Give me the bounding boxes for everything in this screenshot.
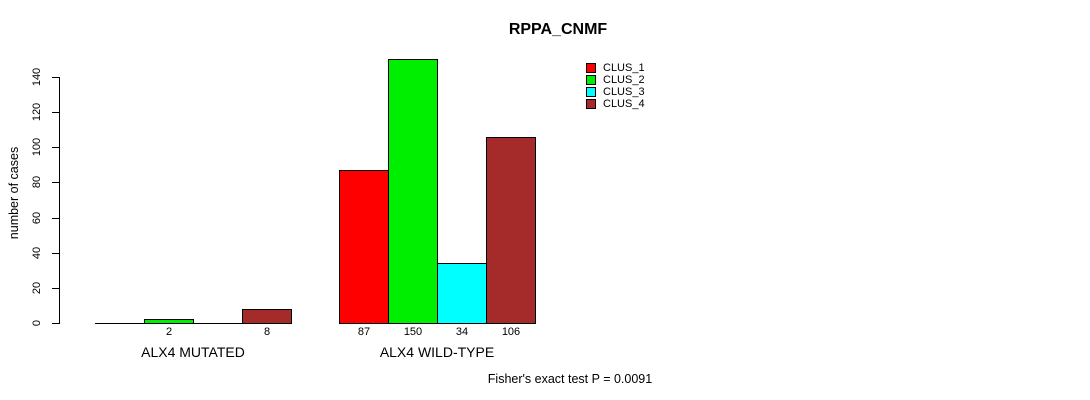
legend-label: CLUS_2 (603, 74, 645, 86)
y-tick (52, 288, 59, 289)
y-tick (52, 323, 59, 324)
y-tick (52, 147, 59, 148)
bar (339, 170, 389, 324)
bar-value-label: 150 (403, 326, 423, 338)
y-tick-label: 40 (31, 246, 43, 260)
y-tick-label: 120 (31, 102, 43, 122)
chart-title: RPPA_CNMF (508, 21, 608, 38)
y-tick-label: 60 (31, 211, 43, 225)
legend-swatch (586, 63, 596, 73)
legend: CLUS_1 CLUS_2 CLUS_3 CLUS_4 (586, 62, 645, 110)
y-tick-label: 20 (31, 281, 43, 295)
bar (242, 309, 292, 324)
y-tick-label: 100 (31, 137, 43, 157)
legend-label: CLUS_1 (603, 62, 645, 74)
legend-swatch (586, 75, 596, 85)
bar (486, 137, 536, 324)
y-tick (52, 77, 59, 78)
legend-item: CLUS_4 (586, 98, 645, 110)
legend-item: CLUS_1 (586, 62, 645, 74)
legend-swatch (586, 99, 596, 109)
y-axis-line (59, 77, 60, 324)
group-label: ALX4 MUTATED (141, 344, 245, 360)
bar-value-label: 87 (357, 326, 371, 338)
bar-value-label: 34 (455, 326, 469, 338)
y-tick-label: 0 (31, 319, 43, 327)
group-label: ALX4 WILD-TYPE (379, 344, 495, 360)
legend-item: CLUS_3 (586, 86, 645, 98)
y-tick (52, 253, 59, 254)
legend-label: CLUS_4 (603, 98, 645, 110)
bar (144, 319, 194, 324)
y-tick-label: 80 (31, 175, 43, 189)
y-tick (52, 182, 59, 183)
y-tick (52, 112, 59, 113)
legend-swatch (586, 87, 596, 97)
bar-value-label: 8 (263, 326, 271, 338)
y-axis-title: number of cases (7, 146, 21, 240)
y-tick-label: 140 (31, 67, 43, 87)
y-tick (52, 218, 59, 219)
bar (388, 59, 438, 324)
legend-label: CLUS_3 (603, 86, 645, 98)
legend-item: CLUS_2 (586, 74, 645, 86)
bar (437, 263, 487, 324)
fisher-test-annotation: Fisher's exact test P = 0.0091 (487, 372, 653, 386)
bar-value-label: 2 (165, 326, 173, 338)
bar-value-label: 106 (501, 326, 521, 338)
